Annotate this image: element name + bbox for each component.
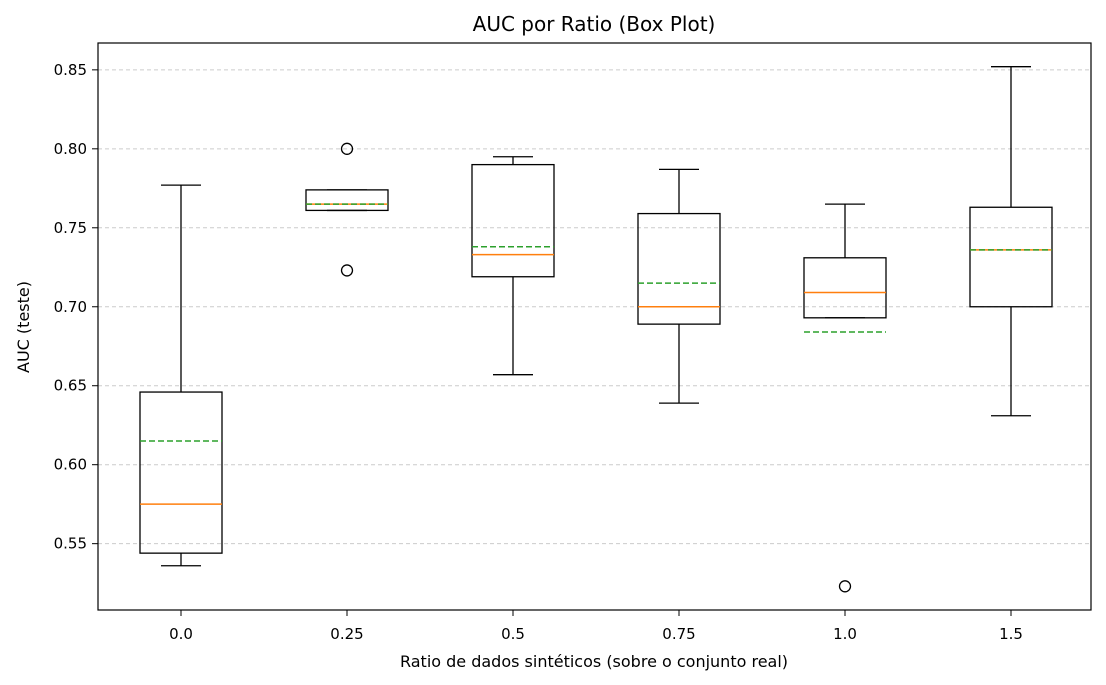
x-axis-ticks: 0.0 0.25 0.5 0.75 1.0 1.5: [169, 610, 1023, 643]
outlier-point: [840, 581, 851, 592]
chart-title: AUC por Ratio (Box Plot): [473, 12, 716, 36]
outlier-point: [342, 265, 353, 276]
y-tick-label: 0.60: [54, 456, 87, 474]
y-tick-label: 0.80: [54, 140, 87, 158]
box-0.25: [306, 143, 388, 276]
x-tick-label: 0.75: [662, 625, 695, 643]
y-axis-label: AUC (teste): [14, 281, 33, 373]
box-iqr: [970, 207, 1052, 307]
y-tick-label: 0.70: [54, 298, 87, 316]
y-tick-label: 0.55: [54, 535, 87, 553]
x-tick-label: 1.5: [999, 625, 1023, 643]
x-tick-label: 1.0: [833, 625, 857, 643]
y-axis-ticks: 0.55 0.60 0.65 0.70 0.75 0.80 0.85: [54, 61, 98, 553]
plot-frame: [98, 43, 1091, 610]
grid-lines: [98, 70, 1091, 544]
x-tick-label: 0.5: [501, 625, 525, 643]
x-tick-label: 0.25: [330, 625, 363, 643]
y-tick-label: 0.65: [54, 377, 87, 395]
box-iqr: [804, 258, 886, 318]
box-0.5: [472, 157, 554, 375]
box-1.5: [970, 67, 1052, 416]
box-0.0: [140, 185, 222, 566]
x-axis-label: Ratio de dados sintéticos (sobre o conju…: [400, 652, 788, 671]
box-0.75: [638, 169, 720, 403]
box-iqr: [472, 165, 554, 277]
box-1.0: [804, 204, 886, 592]
x-tick-label: 0.0: [169, 625, 193, 643]
y-tick-label: 0.75: [54, 219, 87, 237]
y-tick-label: 0.85: [54, 61, 87, 79]
box-iqr: [638, 214, 720, 325]
box-iqr: [306, 190, 388, 211]
boxes-group: [140, 67, 1052, 592]
box-iqr: [140, 392, 222, 553]
